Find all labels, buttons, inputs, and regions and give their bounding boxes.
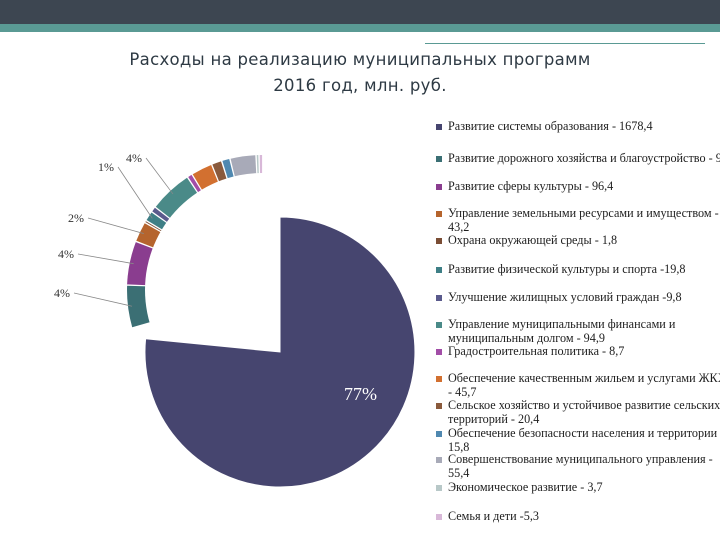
- legend-swatch: [436, 184, 442, 190]
- pie-slice-label: 77%: [344, 384, 377, 404]
- legend-swatch: [436, 514, 442, 520]
- legend-item: Сельское хозяйство и устойчивое развитие…: [436, 398, 720, 426]
- legend-item: Экономическое развитие - 3,7: [436, 480, 720, 495]
- legend-item: Семья и дети -5,3: [436, 509, 720, 524]
- pie-slice-label: 4%: [58, 247, 74, 261]
- legend-item: Улучшение жилищных условий граждан -9,8: [436, 290, 720, 305]
- legend-label: Градостроительная политика - 8,7: [448, 344, 625, 358]
- pie-slice-label: 4%: [54, 286, 70, 300]
- decor-line: [424, 33, 584, 36]
- top-bar: [0, 0, 720, 24]
- legend-swatch: [436, 403, 442, 409]
- legend-item: Развитие сферы культуры - 96,4: [436, 179, 720, 194]
- legend-item: Охрана окружающей среды - 1,8: [436, 233, 720, 248]
- legend-item: Совершенствование муниципального управле…: [436, 452, 720, 480]
- pie-slice-label: 2%: [68, 211, 84, 225]
- pie-leader-line: [87, 217, 144, 234]
- legend-item: Обеспечение качественным жильем и услуга…: [436, 371, 720, 399]
- legend-item: Градостроительная политика - 8,7: [436, 344, 720, 359]
- legend-item: Развитие физической культуры и спорта -1…: [436, 262, 720, 277]
- legend-swatch: [436, 322, 442, 328]
- legend-label: Сельское хозяйство и устойчивое развитие…: [448, 398, 720, 426]
- pie-leader-line: [117, 166, 153, 219]
- slide-title: Расходы на реализацию муниципальных прог…: [60, 47, 660, 99]
- legend-swatch: [436, 376, 442, 382]
- legend-item: Управление земельными ресурсами и имущес…: [436, 206, 720, 234]
- decor-line: [600, 38, 666, 41]
- pie-slice-label: 1%: [98, 160, 114, 174]
- legend-item: Обеспечение безопасности населения и тер…: [436, 426, 720, 454]
- pie-slice: [144, 216, 416, 488]
- legend-item: Управление муниципальными финансами и му…: [436, 317, 720, 345]
- legend-label: Экономическое развитие - 3,7: [448, 480, 603, 494]
- legend-label: Охрана окружающей среды - 1,8: [448, 233, 618, 247]
- legend-swatch: [436, 457, 442, 463]
- legend-label: Обеспечение качественным жильем и услуга…: [448, 371, 720, 399]
- legend-label: Управление муниципальными финансами и му…: [448, 317, 676, 345]
- legend-label: Развитие дорожного хозяйства и благоустр…: [448, 151, 720, 165]
- legend-label: Совершенствование муниципального управле…: [448, 452, 713, 480]
- legend-label: Обеспечение безопасности населения и тер…: [448, 426, 720, 454]
- pie-leader-line: [77, 253, 134, 265]
- legend-label: Развитие системы образования - 1678,4: [448, 119, 653, 133]
- legend-swatch: [436, 124, 442, 130]
- slide-title-line1: Расходы на реализацию муниципальных прог…: [129, 50, 591, 69]
- legend-swatch: [436, 156, 442, 162]
- pie-slice-label: 4%: [126, 151, 142, 165]
- legend-swatch: [436, 295, 442, 301]
- legend-swatch: [436, 431, 442, 437]
- slide-title-line2: 2016 год, млн. руб.: [273, 76, 447, 95]
- legend-swatch: [436, 211, 442, 217]
- legend-swatch: [436, 349, 442, 355]
- legend-label: Семья и дети -5,3: [448, 509, 539, 523]
- legend-swatch: [436, 267, 442, 273]
- legend-label: Улучшение жилищных условий граждан -9,8: [448, 290, 682, 304]
- accent-bar: [0, 24, 720, 32]
- decor-line: [425, 43, 705, 44]
- legend-item: Развитие дорожного хозяйства и благоустр…: [436, 151, 720, 166]
- legend-label: Развитие физической культуры и спорта -1…: [448, 262, 686, 276]
- pie-leader-line: [145, 157, 174, 195]
- legend-label: Развитие сферы культуры - 96,4: [448, 179, 614, 193]
- legend-label: Управление земельными ресурсами и имущес…: [448, 206, 719, 234]
- legend-swatch: [436, 238, 442, 244]
- pie-leader-line: [73, 292, 133, 307]
- legend-swatch: [436, 485, 442, 491]
- legend-item: Развитие системы образования - 1678,4: [436, 119, 720, 134]
